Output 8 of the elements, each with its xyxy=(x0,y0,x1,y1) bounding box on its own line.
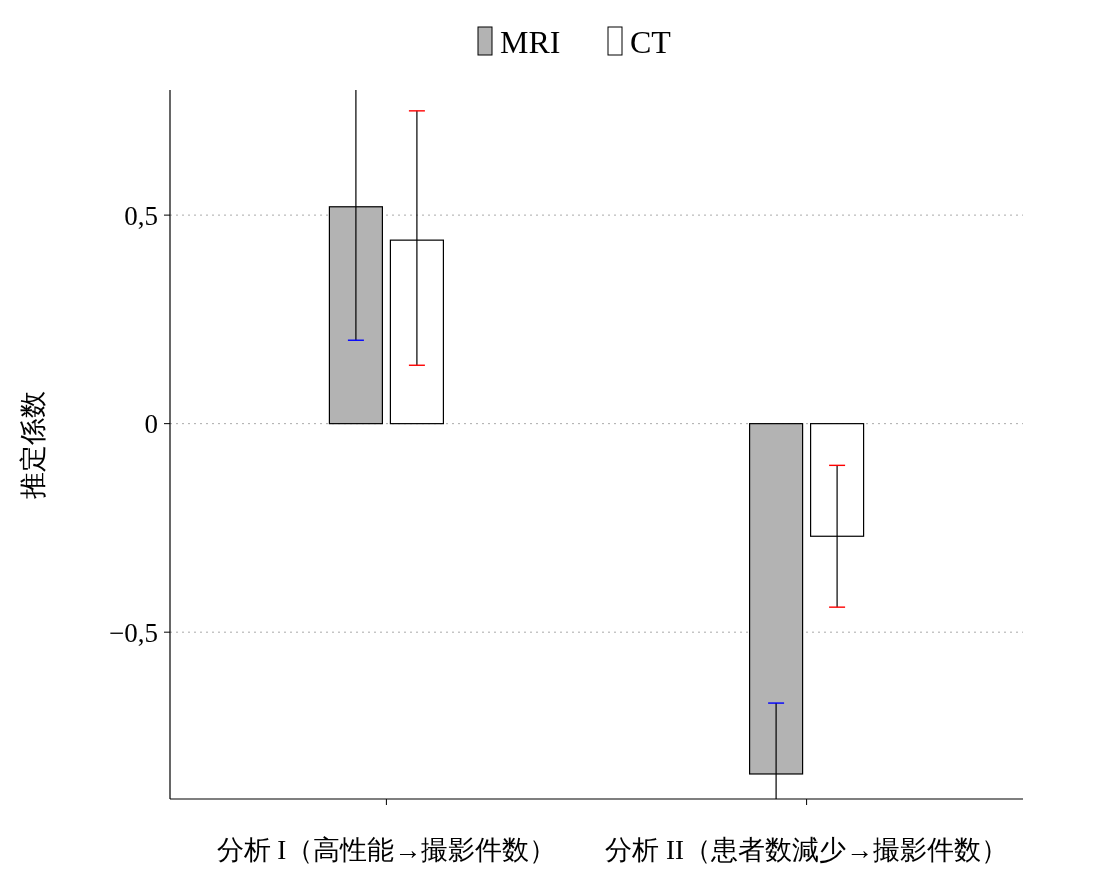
y-axis-title: 推定係数 xyxy=(18,390,48,499)
y-tick-label: 0 xyxy=(144,409,158,440)
y-tick-label: −0,5 xyxy=(109,617,158,648)
x-tick-label: 分析 I（高性能→撮影件数） xyxy=(216,835,557,865)
legend-label: CT xyxy=(630,24,672,60)
legend-label: MRI xyxy=(500,24,561,60)
y-tick-label: 0,5 xyxy=(124,200,158,231)
x-tick-label: 分析 II（患者数減少→撮影件数） xyxy=(605,835,1008,865)
